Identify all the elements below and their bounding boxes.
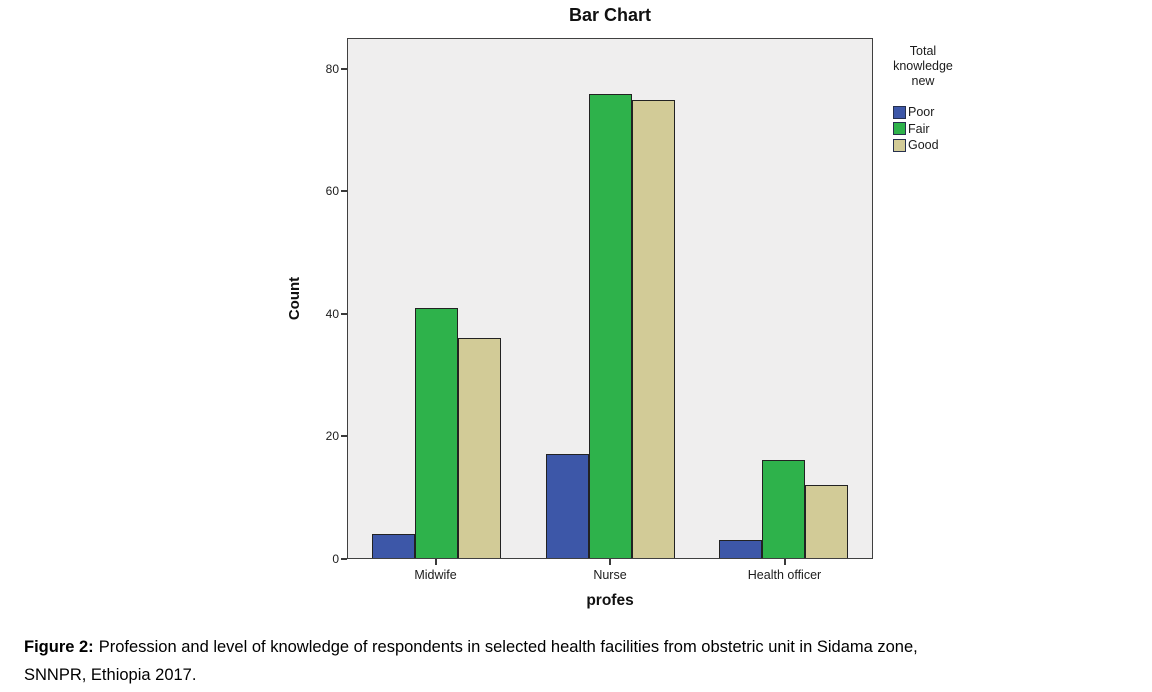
y-tick-label: 80 <box>325 61 339 76</box>
caption-label: Figure 2: <box>24 638 94 656</box>
y-tick-mark <box>341 190 347 193</box>
bar-health-officer-good <box>805 484 848 558</box>
y-tick-mark <box>341 67 347 70</box>
bar-nurse-fair <box>588 93 632 558</box>
legend-item-good: Good <box>893 137 1004 154</box>
bar-health-officer-poor <box>719 539 762 558</box>
legend-label: Fair <box>908 121 930 136</box>
bar-nurse-poor <box>545 454 589 558</box>
bar-health-officer-fair <box>762 460 805 558</box>
legend-swatch-poor <box>893 105 906 119</box>
bar-nurse-good <box>631 100 675 558</box>
x-category-label: Health officer <box>747 568 822 582</box>
legend-items: Poor Fair Good <box>893 104 1004 154</box>
y-tick-mark <box>341 435 347 438</box>
legend-item-fair: Fair <box>893 121 1004 138</box>
y-tick-40: 40 <box>326 307 347 321</box>
x-tick-mark <box>783 559 786 565</box>
bar-group-health-officer <box>719 39 848 558</box>
figure-caption: Figure 2: Profession and level of knowled… <box>24 633 1136 689</box>
y-tick-mark <box>341 312 347 315</box>
bar-group-midwife <box>372 39 501 558</box>
y-tick-mark <box>341 558 347 560</box>
chart-title: Bar Chart <box>568 5 652 25</box>
caption-line2: SNNPR, Ethiopia 2017. <box>24 666 197 684</box>
y-tick-80: 80 <box>326 62 347 76</box>
plot-area <box>347 38 873 559</box>
bar-midwife-fair <box>415 307 458 558</box>
x-tick-mark <box>609 559 611 565</box>
y-tick-60: 60 <box>326 184 347 198</box>
x-category-label: Midwife <box>414 568 457 582</box>
legend-swatch-good <box>893 138 906 152</box>
legend-label: Poor <box>908 105 935 120</box>
y-axis: 0 20 40 60 80 <box>296 38 347 566</box>
bar-midwife-poor <box>372 533 415 558</box>
y-tick-label: 20 <box>325 429 339 444</box>
y-tick-0: 0 <box>332 552 347 566</box>
legend-title: Total knowledge new <box>893 44 953 88</box>
legend-swatch-fair <box>893 122 906 136</box>
legend-item-poor: Poor <box>893 104 1004 121</box>
y-tick-label: 40 <box>325 306 339 321</box>
x-tick-midwife: Midwife <box>371 559 500 582</box>
bar-groups <box>348 39 872 558</box>
legend: Total knowledge new Poor Fair Good <box>884 44 1004 154</box>
y-tick-20: 20 <box>326 429 347 443</box>
bar-midwife-good <box>458 338 501 558</box>
x-tick-mark <box>434 559 437 565</box>
caption-line1: Profession and level of knowledge of res… <box>98 638 918 656</box>
y-tick-label: 0 <box>332 552 339 566</box>
legend-label: Good <box>908 138 939 153</box>
y-tick-label: 60 <box>325 184 339 199</box>
x-category-label: Nurse <box>593 568 627 582</box>
x-axis-title: profes <box>586 592 634 609</box>
x-axis: Midwife Nurse Health officer <box>347 559 873 582</box>
x-tick-nurse: Nurse <box>546 559 675 582</box>
bar-group-nurse <box>545 39 675 558</box>
x-tick-health-officer: Health officer <box>720 559 849 582</box>
